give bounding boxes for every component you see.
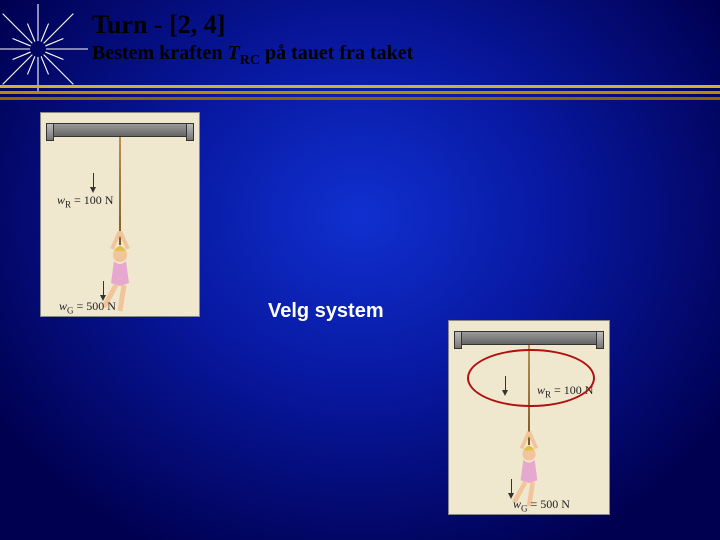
ceiling-bar — [51, 123, 189, 137]
wg-label: wG = 500 N — [513, 497, 570, 513]
figure-selected-system: wR = 100 N wG = 500 N — [448, 320, 610, 515]
caption: Velg system — [268, 300, 384, 323]
ceiling-bar — [459, 331, 599, 345]
subtitle-var: T — [228, 42, 240, 64]
subtitle-sub: RC — [240, 53, 260, 68]
wg-val: = 500 N — [74, 299, 116, 313]
subtitle-suffix: på tauet fra taket — [260, 42, 413, 64]
wg-var: w — [59, 299, 67, 313]
wr-label: wR = 100 N — [57, 193, 113, 209]
wr-arrow-icon — [93, 173, 94, 191]
wg-var: w — [513, 497, 521, 511]
selection-oval-icon — [467, 349, 595, 407]
wr-var: w — [57, 193, 65, 207]
divider-rules — [0, 82, 720, 100]
wg-arrow-icon — [103, 281, 104, 299]
wg-val: = 500 N — [528, 497, 570, 511]
rule-1 — [0, 85, 720, 88]
starburst-icon — [0, 4, 100, 94]
wg-arrow-icon — [511, 479, 512, 497]
figure-full-system: wR = 100 N wG = 500 N — [40, 112, 200, 317]
slide-subtitle: Bestem kraften TRC på tauet fra taket — [92, 42, 413, 69]
rule-2 — [0, 91, 720, 94]
rope — [119, 137, 121, 245]
wg-label: wG = 500 N — [59, 299, 116, 315]
rule-3 — [0, 97, 720, 100]
slide-title: Turn - [2, 4] — [92, 10, 413, 40]
subtitle-prefix: Bestem kraften — [92, 42, 228, 64]
slide-header: Turn - [2, 4] Bestem kraften TRC på taue… — [92, 10, 413, 69]
wr-val: = 100 N — [71, 193, 113, 207]
